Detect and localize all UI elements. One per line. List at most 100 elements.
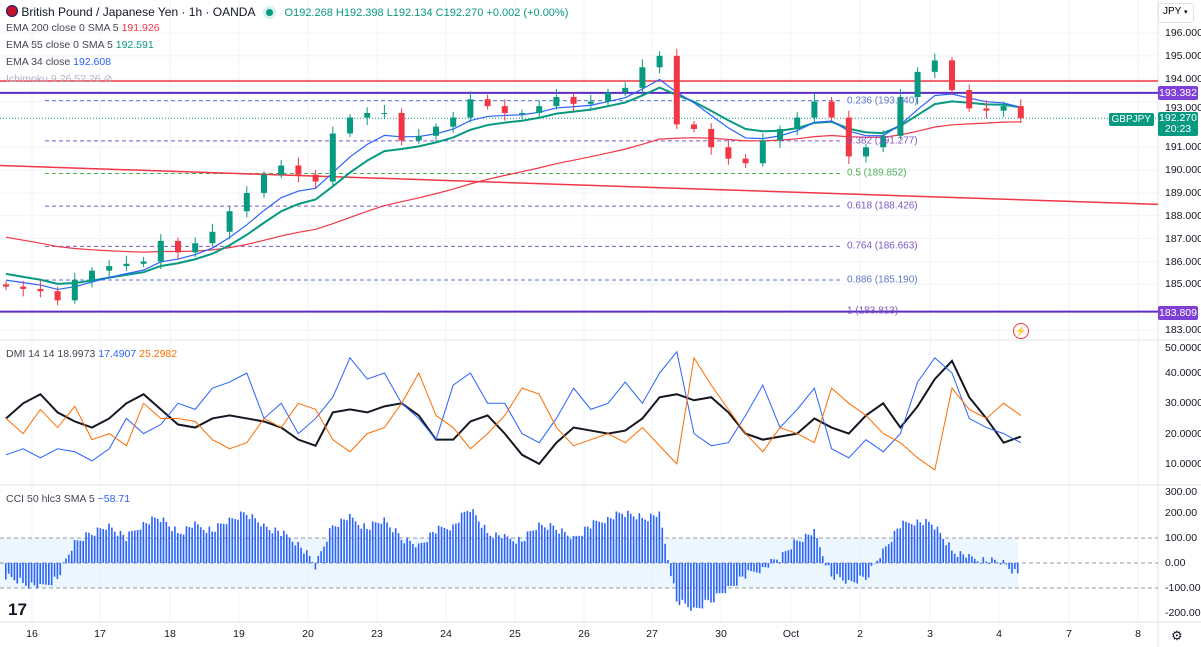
cci-bar xyxy=(311,561,314,563)
cci-bar xyxy=(369,529,371,563)
cci-bar xyxy=(162,517,165,563)
cci-bar xyxy=(50,563,53,586)
symbol-title: British Pound / Japanese Yen · 1h · OAND… xyxy=(21,5,255,19)
cci-bar xyxy=(770,559,772,563)
hidden-eye-icon[interactable]: ⊘ xyxy=(103,73,113,85)
cci-bar xyxy=(652,515,655,563)
price-axis-label: 190.000 xyxy=(1165,164,1201,177)
cci-bar xyxy=(469,512,471,563)
candle-body xyxy=(192,243,199,253)
cci-bar xyxy=(994,559,996,563)
cci-bar xyxy=(561,528,563,563)
cci-bar xyxy=(30,563,33,583)
candle-body xyxy=(656,55,663,68)
cci-bar xyxy=(280,536,282,563)
cci-bar xyxy=(509,538,512,563)
cci-bar xyxy=(331,525,334,563)
legend-ema55[interactable]: EMA 55 close 0 SMA 5 192.591 xyxy=(6,39,154,51)
price-axis-label: 196.000 xyxy=(1165,27,1201,39)
cci-bar xyxy=(1016,563,1019,574)
cci-bar xyxy=(171,531,173,563)
cci-bar xyxy=(575,535,578,563)
cci-bar xyxy=(116,535,119,563)
tradingview-logo[interactable]: 17 xyxy=(8,600,27,619)
time-axis-label: 24 xyxy=(440,628,452,640)
cci-bar xyxy=(377,523,380,563)
cci-bar xyxy=(670,563,672,577)
legend-ema34[interactable]: EMA 34 close 192.608 xyxy=(6,56,111,68)
candle-body xyxy=(777,128,783,141)
cci-bar xyxy=(664,543,666,563)
cci-bar xyxy=(406,537,408,563)
candle-body xyxy=(140,261,147,264)
dmi-axis-label: 40.0000 xyxy=(1165,367,1201,379)
legend-ema200[interactable]: EMA 200 close 0 SMA 5 191.926 xyxy=(6,22,160,34)
cci-bar xyxy=(859,563,861,576)
cci-bar xyxy=(165,522,168,563)
cci-bar xyxy=(678,563,681,606)
legend-ichimoku[interactable]: Ichimoku 9 26 52 26 ⊘ xyxy=(6,73,112,85)
candle-body xyxy=(931,60,938,72)
cci-bar xyxy=(317,555,320,563)
cci-bar xyxy=(661,527,664,563)
symbol-header[interactable]: British Pound / Japanese Yen · 1h · OAND… xyxy=(6,5,568,19)
cci-bar xyxy=(813,529,815,563)
cci-bar xyxy=(39,563,41,584)
cci-bar xyxy=(908,523,910,563)
price-tag-upper-line: 193.382 xyxy=(1158,86,1198,100)
candle-body xyxy=(3,284,9,287)
cci-bar xyxy=(346,520,348,563)
cci-bar xyxy=(383,517,385,563)
cci-bar xyxy=(865,563,867,580)
cci-bar xyxy=(850,563,853,582)
cci-bar xyxy=(440,526,443,563)
cci-bar xyxy=(306,550,308,563)
ohlc-low: L192.134 xyxy=(386,7,433,19)
candle-body xyxy=(37,288,44,292)
cci-bar xyxy=(412,544,414,563)
cci-bar xyxy=(102,529,105,563)
bar-countdown: 20:23 xyxy=(1164,123,1192,135)
legend-dmi[interactable]: DMI 14 14 18.9973 17.4907 25.2982 xyxy=(6,348,177,360)
cci-bar xyxy=(498,535,500,563)
candle-body xyxy=(381,112,388,114)
cci-bar xyxy=(354,521,357,563)
time-axis-label: 2 xyxy=(857,628,863,640)
cci-bar xyxy=(443,528,446,563)
candle-body xyxy=(949,60,955,91)
cci-bar xyxy=(607,517,609,563)
cci-bar xyxy=(885,546,887,563)
cci-bar xyxy=(512,541,514,563)
cci-bar xyxy=(779,562,781,563)
cci-bar xyxy=(142,522,145,563)
cci-bar xyxy=(10,563,13,577)
cci-bar xyxy=(7,563,10,574)
price-axis-label: 195.000 xyxy=(1165,49,1201,62)
candle-body xyxy=(1017,106,1024,119)
cci-bar xyxy=(420,543,423,563)
lightning-icon[interactable]: ⚡ xyxy=(1013,323,1029,339)
candle-body xyxy=(725,147,732,159)
cci-bar xyxy=(59,563,62,576)
cci-bar xyxy=(644,519,646,563)
cci-bar xyxy=(237,519,239,563)
cci-bar xyxy=(334,526,337,563)
cci-bar xyxy=(913,525,916,563)
cci-bar xyxy=(621,513,623,563)
cci-bar xyxy=(283,530,285,563)
cci-bar xyxy=(108,523,110,563)
cci-bar xyxy=(194,521,196,563)
cci-bar xyxy=(397,533,400,563)
cci-bar xyxy=(351,517,354,563)
currency-button[interactable]: JPY ▾ xyxy=(1158,3,1194,23)
candle-body xyxy=(398,112,405,141)
cci-bar xyxy=(959,551,962,563)
cci-axis-label: -200.00 xyxy=(1165,607,1201,619)
legend-cci[interactable]: CCI 50 hlc3 SMA 5 −58.71 xyxy=(6,493,130,505)
cci-bar xyxy=(260,526,262,563)
settings-gear-icon[interactable]: ⚙ xyxy=(1171,628,1183,643)
cci-bar xyxy=(968,554,970,563)
cci-bar xyxy=(62,562,64,563)
cci-bar xyxy=(91,535,93,563)
